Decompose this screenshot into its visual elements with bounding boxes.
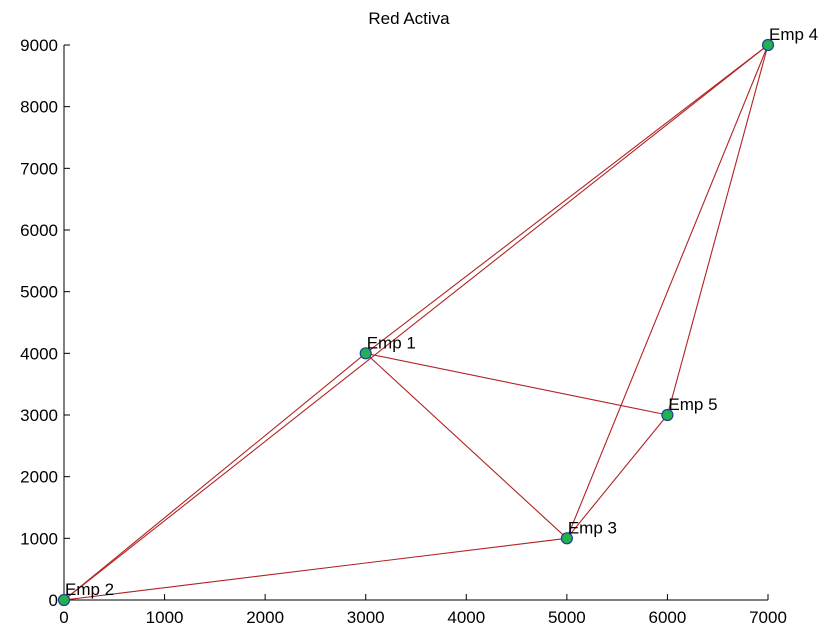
edge-line [63, 352, 367, 601]
node-marker [761, 38, 775, 52]
nodes: Emp 1 Emp 2 Emp 3 Emp 4 Emp 5 [57, 25, 818, 607]
x-tick-label: 3000 [347, 608, 385, 627]
y-tick-label: 1000 [20, 529, 58, 548]
edge-line [365, 44, 769, 354]
node-marker [560, 532, 573, 545]
edge-line [365, 352, 568, 539]
x-tick-label: 7000 [749, 608, 787, 627]
y-tick-label: 6000 [20, 221, 58, 240]
x-tick-label: 4000 [447, 608, 485, 627]
x-tick-label: 1000 [146, 608, 184, 627]
node-label: Emp 3 [568, 518, 617, 537]
node-marker [661, 408, 674, 422]
node-marker [359, 347, 372, 360]
edge-line [63, 44, 769, 601]
x-tick-label: 2000 [246, 608, 284, 627]
y-tick-label: 0 [49, 591, 58, 610]
chart-title: Red Activa [368, 9, 450, 28]
x-tick-label: 0 [59, 608, 68, 627]
y-tick-label: 3000 [20, 406, 58, 425]
edge-line [566, 44, 769, 539]
y-tick-label: 7000 [20, 159, 58, 178]
node-label: Emp 2 [65, 580, 114, 599]
axes: 0 1000 2000 3000 4000 5000 6000 7000 0 1000 2000 30… [20, 36, 787, 627]
edge-line [365, 352, 668, 416]
node-label: Emp 4 [769, 25, 818, 44]
edges [63, 44, 769, 601]
edge-line [566, 414, 668, 539]
node-label: Emp 1 [367, 333, 416, 352]
y-tick-label: 4000 [20, 344, 58, 363]
y-tick-label: 9000 [20, 36, 58, 55]
edge-line [63, 537, 567, 601]
y-tick-label: 5000 [20, 283, 58, 302]
y-tick-label: 8000 [20, 98, 58, 117]
edge-line [666, 44, 769, 416]
node-marker [57, 593, 71, 607]
node-label: Emp 5 [668, 395, 717, 414]
x-tick-label: 5000 [548, 608, 586, 627]
y-tick-label: 2000 [20, 468, 58, 487]
x-tick-label: 6000 [649, 608, 687, 627]
